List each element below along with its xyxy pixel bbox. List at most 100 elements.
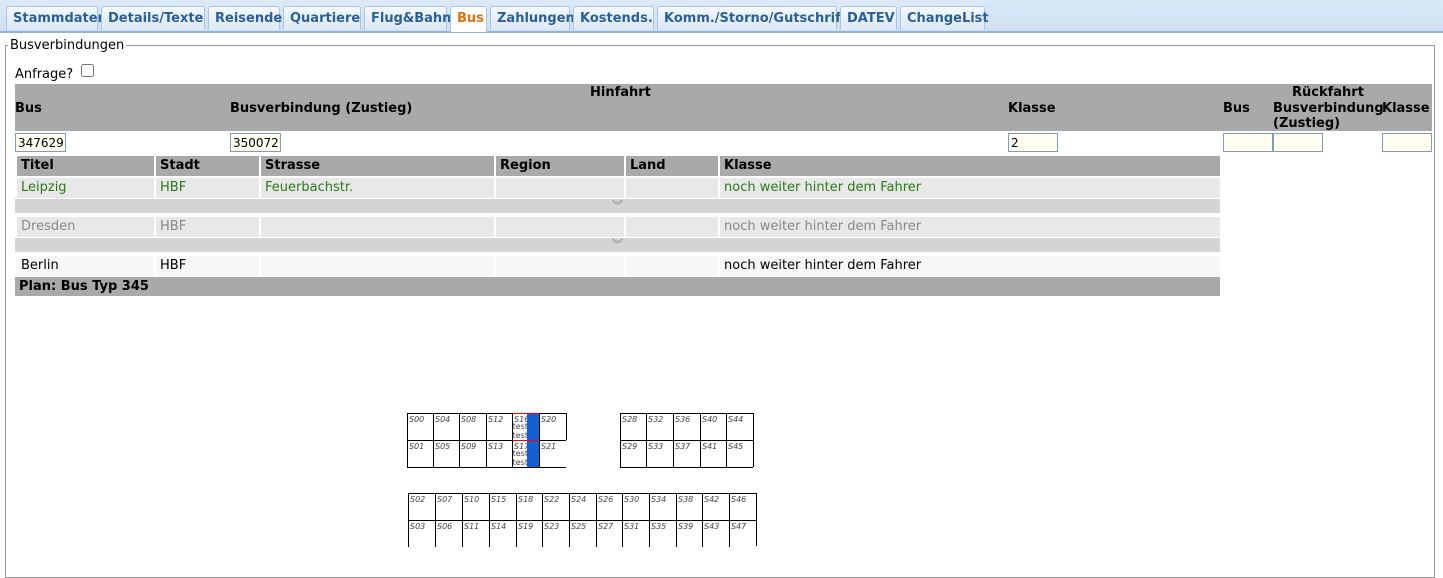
table-cell: noch weiter hinter dem Fahrer xyxy=(718,217,1220,237)
seat-s45[interactable]: S45 xyxy=(726,440,753,467)
seat-s30[interactable]: S30 xyxy=(622,493,649,520)
seat-label: S47 xyxy=(731,522,747,531)
seat-s13[interactable]: S13 xyxy=(486,440,512,467)
tab-quartiere[interactable]: Quartiere xyxy=(283,6,361,30)
seat-s04[interactable]: S04 xyxy=(433,413,459,440)
seat-s31[interactable]: S31 xyxy=(622,520,649,547)
seat-label: S28 xyxy=(622,415,638,424)
seat-label: S17 xyxy=(514,442,530,451)
rueck-bus-label: Bus xyxy=(1223,101,1250,116)
seat-s37[interactable]: S37 xyxy=(673,440,700,467)
tab-flug-bahn[interactable]: Flug&Bahn xyxy=(364,6,451,30)
rueckfahrt-header: Rückfahrt Bus Busverbindung (Zustieg) Kl… xyxy=(1220,84,1432,131)
seat-s43[interactable]: S43 xyxy=(702,520,729,547)
seat-s09[interactable]: S09 xyxy=(459,440,486,467)
seat-label: S00 xyxy=(409,415,425,424)
seat-s41[interactable]: S41 xyxy=(700,440,726,467)
hin-verbindung-input[interactable] xyxy=(230,133,281,152)
tab-komm-storno-gutschrift[interactable]: Komm./Storno/Gutschrift xyxy=(657,6,847,30)
tab-bus[interactable]: Bus xyxy=(450,6,487,32)
rueck-verbindung-input[interactable] xyxy=(1273,133,1323,152)
seat-s26[interactable]: S26 xyxy=(596,493,622,520)
seat-label: S37 xyxy=(675,442,691,451)
seat-s08[interactable]: S08 xyxy=(459,413,486,440)
tab-details-texte[interactable]: Details/Texte xyxy=(101,6,205,30)
fieldset-legend: Busverbindungen xyxy=(10,38,125,53)
seat-s42[interactable]: S42 xyxy=(702,493,729,520)
tab-zahlungen[interactable]: Zahlungen xyxy=(490,6,575,30)
seat-s24[interactable]: S24 xyxy=(569,493,596,520)
seat-s32[interactable]: S32 xyxy=(646,413,673,440)
rueck-bus-input[interactable] xyxy=(1223,133,1273,152)
seat-s27[interactable]: S27 xyxy=(596,520,622,547)
seat-s20[interactable]: S20 xyxy=(539,413,566,440)
seat-label: S12 xyxy=(488,415,504,424)
hin-bus-input[interactable] xyxy=(15,133,66,152)
seat-s11[interactable]: S11 xyxy=(462,520,489,547)
seat-s36[interactable]: S36 xyxy=(673,413,700,440)
seat-label: S18 xyxy=(518,495,534,504)
seat-s01[interactable]: S01 xyxy=(407,440,433,467)
seat-s12[interactable]: S12 xyxy=(486,413,512,440)
seat-s07[interactable]: S07 xyxy=(435,493,462,520)
seat-s21[interactable]: S21 xyxy=(539,440,566,467)
seat-s19[interactable]: S19 xyxy=(516,520,542,547)
seat-label: S29 xyxy=(622,442,638,451)
seat-s10[interactable]: S10 xyxy=(462,493,489,520)
seat-s15[interactable]: S15 xyxy=(489,493,516,520)
tab-datev[interactable]: DATEV xyxy=(840,6,897,30)
rueck-klasse-input[interactable] xyxy=(1382,133,1432,152)
seat-s47[interactable]: S47 xyxy=(729,520,756,547)
seat-s03[interactable]: S03 xyxy=(408,520,435,547)
tab-changelist[interactable]: ChangeList xyxy=(900,6,989,30)
table-cell: noch weiter hinter dem Fahrer xyxy=(718,178,1220,198)
seat-s06[interactable]: S06 xyxy=(435,520,462,547)
column-header: Land xyxy=(624,156,718,176)
seat-s33[interactable]: S33 xyxy=(646,440,673,467)
tab-stammdaten[interactable]: Stammdaten xyxy=(6,6,107,30)
seat-label: S31 xyxy=(624,522,640,531)
seat-s00[interactable]: S00 xyxy=(407,413,433,440)
seat-s17[interactable]: S17 test test xyxy=(512,440,539,467)
rueck-verbindung-label: Busverbindung (Zustieg) xyxy=(1273,101,1384,131)
tab-bar: Stammdaten Details/Texte Reisende Quartiere… xyxy=(0,0,1443,33)
seat-s34[interactable]: S34 xyxy=(649,493,676,520)
seat-s14[interactable]: S14 xyxy=(489,520,516,547)
seat-label: S02 xyxy=(410,495,426,504)
seat-label: S21 xyxy=(541,442,557,451)
seat-s35[interactable]: S35 xyxy=(649,520,676,547)
seat-s16[interactable]: S16 test test xyxy=(512,413,539,440)
seat-s46[interactable]: S46 xyxy=(729,493,756,520)
hinfahrt-title: Hinfahrt xyxy=(590,85,651,100)
seat-label: S26 xyxy=(598,495,614,504)
seat-s38[interactable]: S38 xyxy=(676,493,702,520)
seat-s25[interactable]: S25 xyxy=(569,520,596,547)
tab-kostends-[interactable]: Kostends. xyxy=(573,6,654,30)
table-row: Berlin HBF noch weiter hinter dem Fahrer xyxy=(15,256,1220,276)
seat-s28[interactable]: S28 xyxy=(620,413,646,440)
seat-label: S19 xyxy=(518,522,534,531)
seat-label: S01 xyxy=(409,442,425,451)
seat-s40[interactable]: S40 xyxy=(700,413,726,440)
seat-s23[interactable]: S23 xyxy=(542,520,569,547)
seat-s39[interactable]: S39 xyxy=(676,520,702,547)
anfrage-checkbox[interactable] xyxy=(81,64,94,77)
seat-label: S38 xyxy=(678,495,694,504)
seat-s44[interactable]: S44 xyxy=(726,413,753,440)
tab-reisende[interactable]: Reisende xyxy=(208,6,282,30)
seat-s22[interactable]: S22 xyxy=(542,493,569,520)
table-cell xyxy=(494,217,624,237)
seat-s02[interactable]: S02 xyxy=(408,493,435,520)
seat-s05[interactable]: S05 xyxy=(433,440,459,467)
double-chevron-down-icon[interactable]: ︾ xyxy=(15,238,1220,252)
seat-label: S32 xyxy=(648,415,664,424)
hin-klasse-input[interactable] xyxy=(1008,133,1058,152)
seat-label: S30 xyxy=(624,495,640,504)
seat-s18[interactable]: S18 xyxy=(516,493,542,520)
double-chevron-down-icon[interactable]: ︾ xyxy=(15,199,1220,213)
seat-label: S42 xyxy=(704,495,720,504)
seat-label: S03 xyxy=(410,522,426,531)
seat-label: S33 xyxy=(648,442,664,451)
seat-s29[interactable]: S29 xyxy=(620,440,646,467)
seat-label: S25 xyxy=(571,522,587,531)
